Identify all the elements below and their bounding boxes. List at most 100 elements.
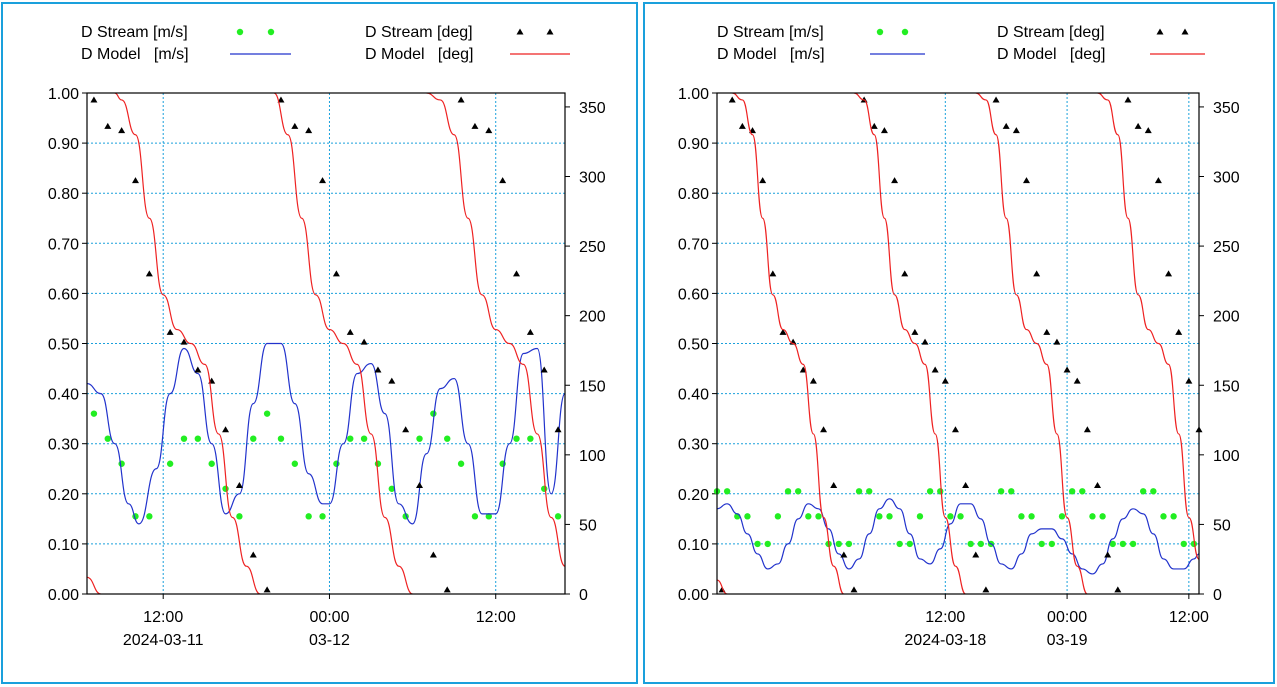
stream-speed-point [1008, 488, 1015, 495]
stream-speed-point [886, 513, 893, 520]
stream-dir-point [769, 270, 777, 277]
stream-dir-point [194, 366, 202, 373]
stream-speed-point [1160, 513, 1167, 520]
legend-stream-speed-marker [236, 28, 244, 36]
stream-dir-point [305, 127, 313, 134]
chart-2-svg: 0.00 0.10 0.20 0.30 0.40 0.50 0.60 0.70 0.80 0.90… [678, 24, 1240, 649]
stream-dir-point [931, 366, 939, 373]
x-tick-label: 00:00 [1047, 609, 1087, 626]
stream-speed-point [866, 488, 873, 495]
y-tick-label: 0.00 [48, 587, 79, 604]
chart-panel-1: 0.00 0.10 0.20 0.30 0.40 0.50 0.60 0.70 0.80 0.90… [1, 2, 638, 684]
stream-dir-point [820, 426, 828, 433]
stream-speed-point [1180, 540, 1187, 548]
stream-speed-point [166, 460, 174, 467]
stream-speed-point [794, 488, 802, 495]
y2-tick-label: 0 [1213, 587, 1222, 604]
stream-speed-point [774, 513, 782, 520]
stream-speed-point [554, 513, 562, 520]
stream-dir-point [1134, 122, 1142, 129]
legend-stream-speed-marker [901, 28, 909, 36]
legend-stream-dir-label: D Stream [deg] [997, 24, 1105, 41]
stream-dir-point [759, 177, 767, 184]
stream-dir-point [360, 338, 368, 345]
stream-dir-point [263, 586, 271, 593]
stream-speed-point [855, 488, 863, 495]
chart-panel-2: 0.00 0.10 0.20 0.30 0.40 0.50 0.60 0.70 0.80 0.90… [643, 2, 1275, 684]
plot-frame [716, 92, 1200, 595]
stream-speed-point [305, 513, 312, 520]
y-tick-label: 0.60 [678, 286, 709, 303]
stream-speed-point [744, 513, 751, 520]
stream-dir-point [346, 328, 354, 335]
stream-speed-point [180, 435, 188, 442]
stream-dir-point [830, 481, 838, 488]
y-tick-label: 0.60 [48, 286, 79, 303]
legend-stream-speed-label: D Stream [m/s] [717, 24, 824, 41]
stream-dir-point [1104, 551, 1112, 558]
stream-speed-point [277, 435, 285, 442]
stream-speed-point [104, 435, 111, 442]
y-tick-label: 1.00 [48, 86, 79, 103]
x-tick-label: 12:00 [476, 609, 516, 626]
y-tick-label: 0.30 [678, 437, 709, 454]
stream-dir-point [1144, 127, 1152, 134]
legend-model-speed-label: D Model [m/s] [81, 46, 189, 63]
stream-speed-point [1018, 513, 1025, 520]
stream-dir-point [941, 377, 949, 384]
y2-tick-label: 250 [579, 239, 606, 256]
x-date-label: 2024-03-11 [123, 632, 204, 649]
stream-dir-point [526, 328, 534, 335]
y-tick-label: 0.70 [48, 236, 79, 253]
y-tick-label: 0.70 [678, 236, 709, 253]
y2-tick-label: 200 [579, 309, 606, 326]
legend-stream-dir-marker [546, 28, 554, 35]
model-dir-line [975, 93, 1088, 594]
stream-dir-point [1022, 177, 1030, 184]
legend-stream-dir-marker [1181, 28, 1189, 35]
stream-dir-point [1094, 481, 1102, 488]
stream-speed-point [527, 435, 534, 442]
stream-speed-point [485, 513, 492, 520]
stream-speed-point [937, 488, 944, 495]
x-tick-label: 12:00 [143, 609, 183, 626]
stream-speed-point [250, 435, 257, 442]
stream-speed-point [471, 513, 479, 520]
y2-tick-label: 250 [1213, 239, 1240, 256]
stream-dir-point [1002, 122, 1010, 129]
stream-speed-point [118, 460, 125, 467]
stream-dir-point [951, 426, 959, 433]
stream-speed-point [906, 540, 913, 548]
stream-speed-point [208, 460, 215, 467]
stream-dir-point [840, 551, 848, 558]
legend-stream-speed-label: D Stream [m/s] [81, 24, 188, 41]
x-tick-label: 12:00 [925, 609, 965, 626]
y2-tick-label: 350 [579, 100, 606, 117]
y2-tick-label: 50 [579, 517, 597, 534]
stream-speed-point [1150, 488, 1157, 495]
legend-stream-dir-marker [1156, 28, 1164, 35]
stream-speed-point [347, 435, 354, 442]
stream-speed-point [194, 435, 202, 442]
stream-dir-point [235, 481, 243, 488]
y2-tick-label: 200 [1213, 309, 1240, 326]
stream-dir-point [911, 328, 919, 335]
stream-dir-point [499, 177, 507, 184]
chart-1-svg: 0.00 0.10 0.20 0.30 0.40 0.50 0.60 0.70 0.80 0.90… [48, 24, 606, 649]
stream-dir-point [402, 426, 410, 433]
stream-dir-point [319, 177, 327, 184]
plot-frame [86, 92, 566, 595]
legend-stream-dir-label: D Stream [deg] [365, 24, 473, 41]
stream-speed-point [291, 460, 299, 467]
y2-tick-label: 300 [579, 170, 606, 187]
stream-speed-point [416, 435, 423, 442]
stream-speed-point [997, 488, 1005, 495]
stream-speed-point [967, 540, 974, 548]
stream-speed-point [1058, 513, 1066, 520]
y2-tick-label: 0 [579, 587, 588, 604]
stream-dir-point [1012, 127, 1020, 134]
stream-dir-point [1114, 586, 1122, 593]
stream-speed-point [1119, 540, 1127, 548]
stream-dir-point [1043, 328, 1051, 335]
y-tick-label: 0.80 [678, 186, 709, 203]
